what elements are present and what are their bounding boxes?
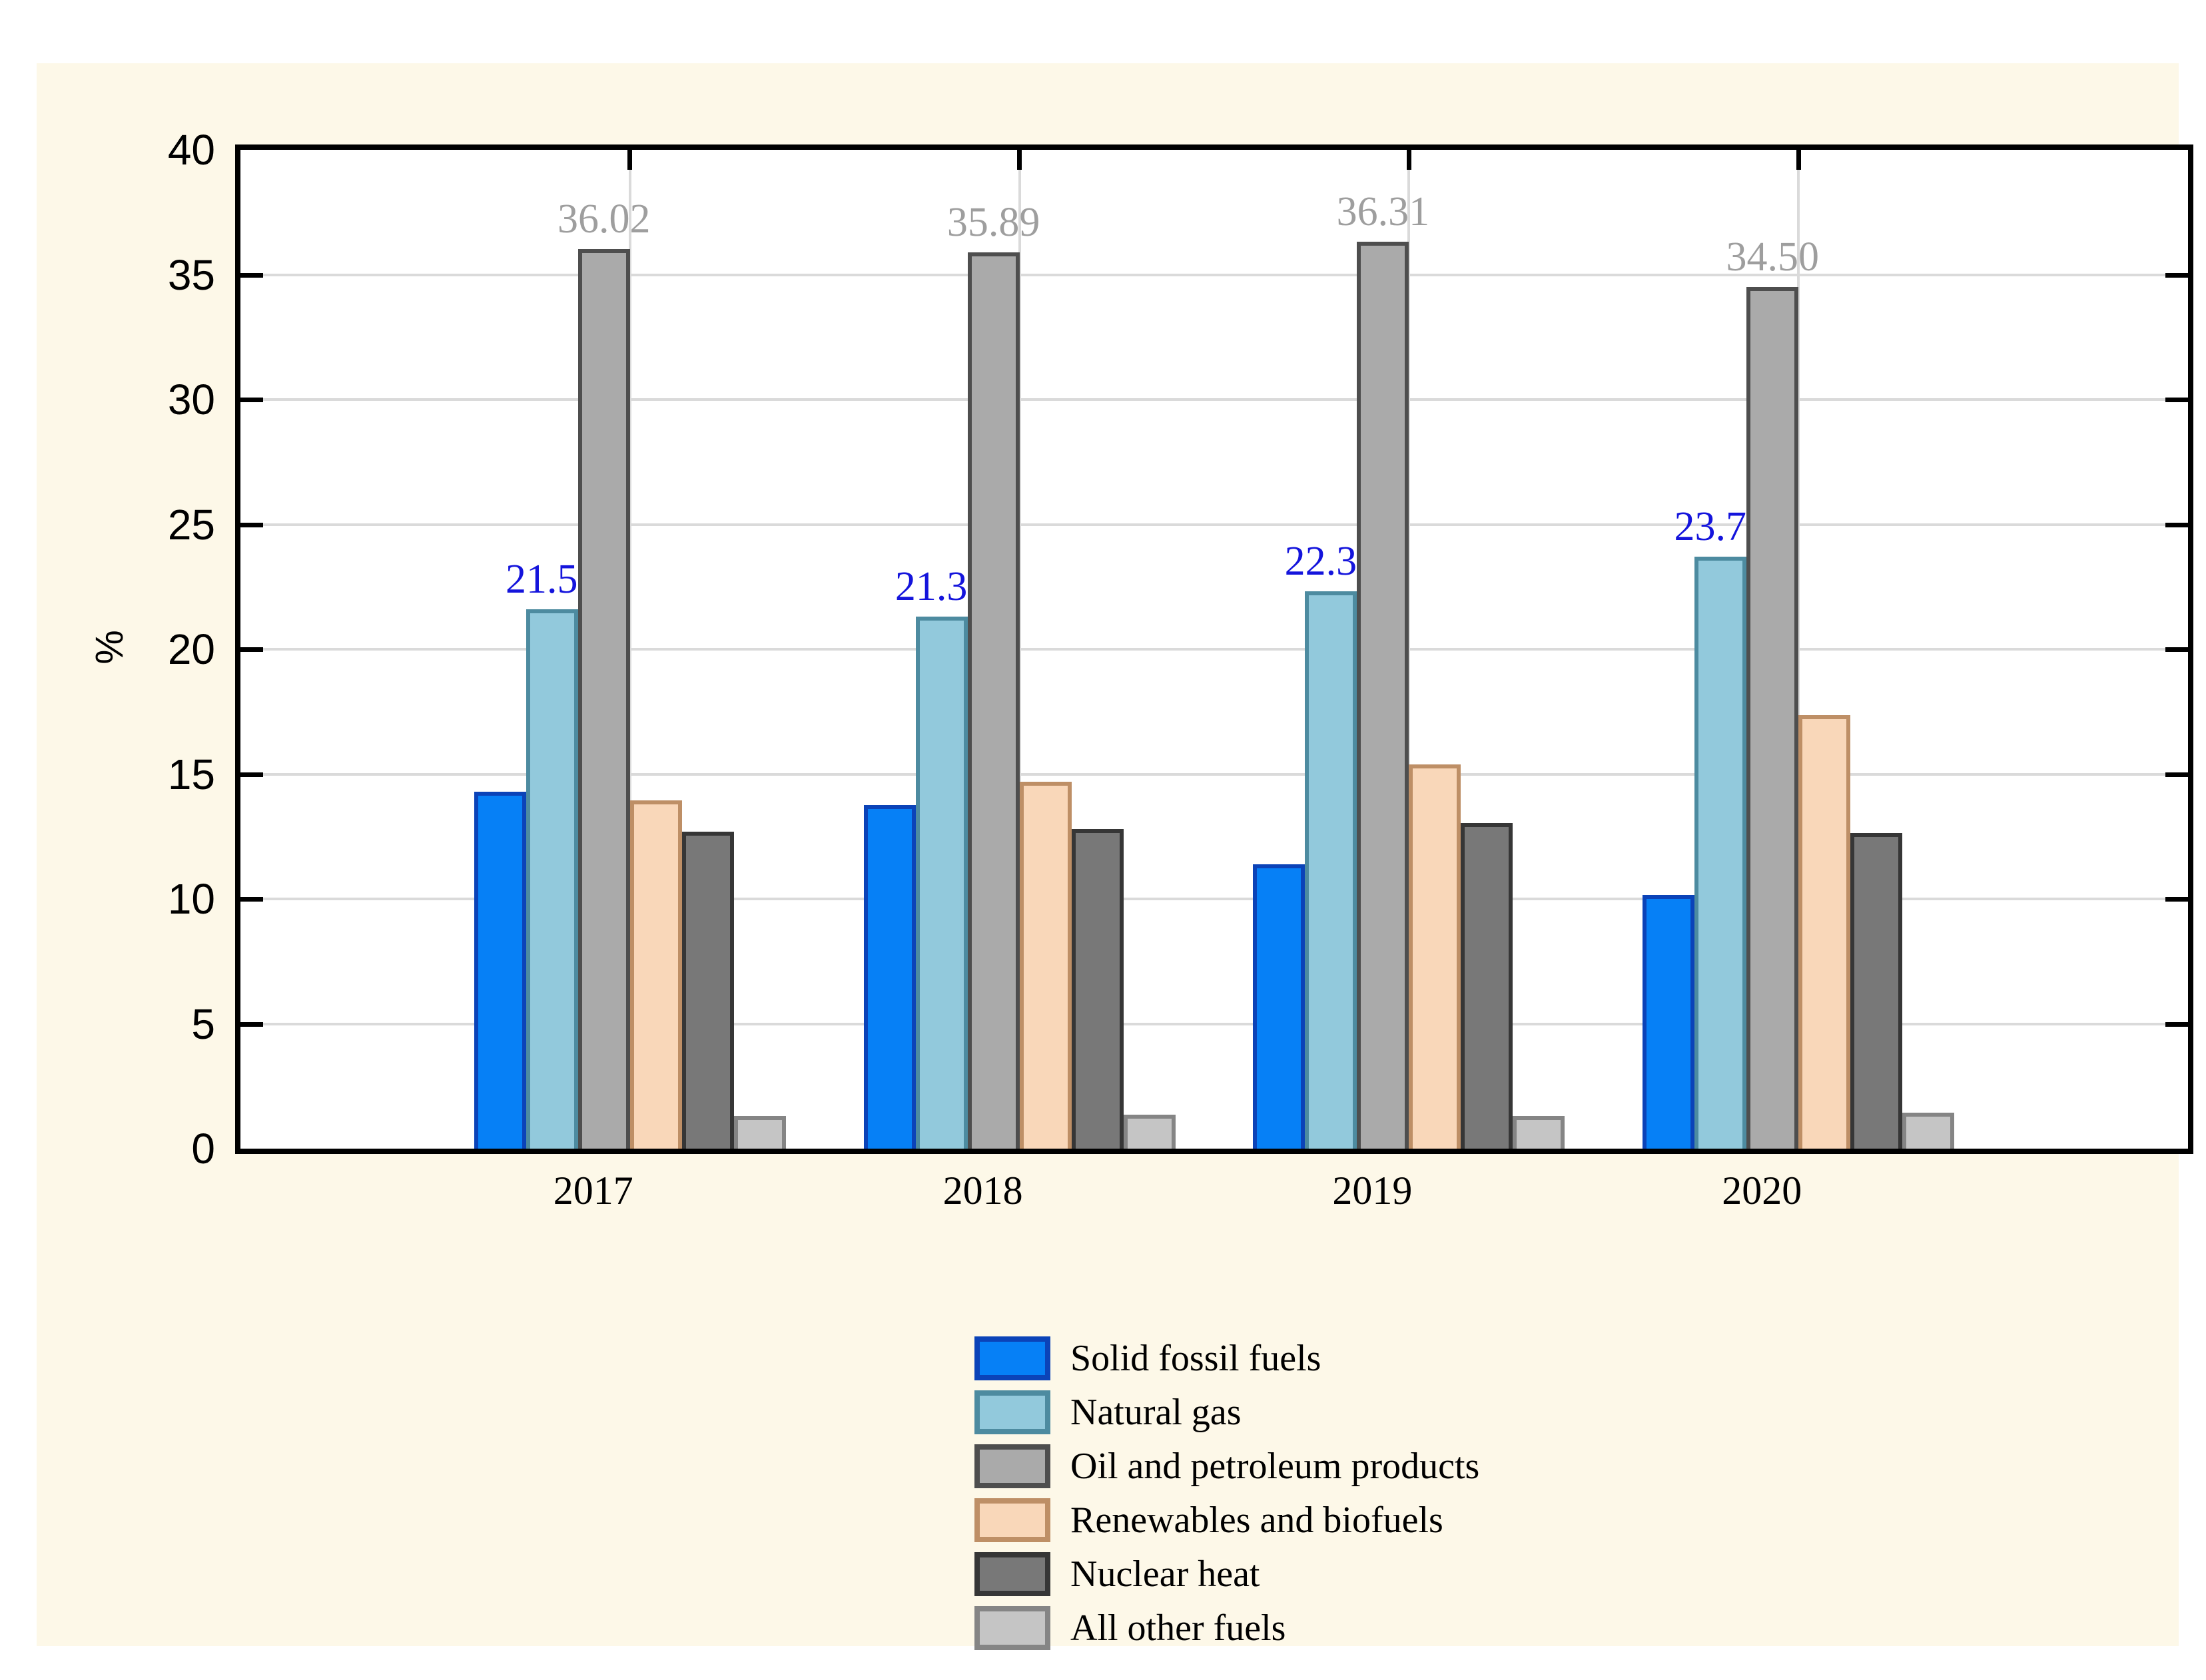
bar-value-label-2018: 35.89	[946, 200, 1040, 246]
y-tick-label-20: 20	[167, 625, 215, 673]
legend-swatch-renewables-and-biofuels	[974, 1498, 1050, 1542]
x-tick-top-2017	[627, 150, 633, 170]
h-gridline-25	[240, 523, 2188, 526]
bar-group-2019: 22.33 36.31	[1253, 150, 1565, 1149]
y-tick-right-10	[2165, 897, 2188, 902]
legend-row-nuclear-heat: Nuclear heat	[974, 1552, 1479, 1596]
x-tick-label-2017: 2017	[553, 1169, 633, 1213]
y-tick-label-30: 30	[167, 376, 215, 423]
v-gridline-2017	[628, 150, 631, 1149]
y-tick-label-40: 40	[167, 126, 215, 174]
bar-all-other-fuels-2020	[1902, 1112, 1955, 1149]
bar-solid-fossil-fuels-2018	[863, 805, 916, 1149]
h-gridline-10	[240, 898, 2188, 900]
v-gridline-2020	[1797, 150, 1800, 1149]
y-tick-right-15	[2165, 772, 2188, 777]
y-tick-left-35	[240, 272, 263, 278]
bar-natural-gas-2017	[526, 609, 578, 1149]
bar-value-label-2020: 34.50	[1726, 234, 1819, 280]
h-gridline-20	[240, 648, 2188, 651]
h-gridline-15	[240, 772, 2188, 776]
x-tick-label-2018: 2018	[942, 1169, 1023, 1213]
h-gridline-30	[240, 398, 2188, 401]
y-tick-right-20	[2165, 647, 2188, 652]
bar-nuclear-heat-2019	[1461, 822, 1513, 1149]
x-tick-top-2019	[1406, 150, 1411, 170]
bar-solid-fossil-fuels-2019	[1253, 864, 1305, 1149]
bar-natural-gas-2018	[915, 616, 968, 1149]
bar-renewables-and-biofuels-2017	[629, 800, 682, 1149]
legend-swatch-all-other-fuels	[974, 1606, 1050, 1650]
y-tick-right-5	[2165, 1021, 2188, 1027]
legend-row-solid-fossil-fuels: Solid fossil fuels	[974, 1336, 1479, 1380]
legend-swatch-natural-gas	[974, 1390, 1050, 1434]
bar-solid-fossil-fuels-2017	[474, 791, 526, 1149]
bar-oil-and-petroleum-products-2017	[577, 249, 630, 1149]
y-tick-right-35	[2165, 272, 2188, 278]
legend-swatch-solid-fossil-fuels	[974, 1336, 1050, 1380]
y-tick-label-25: 25	[167, 500, 215, 549]
bar-natural-gas-2020	[1694, 556, 1747, 1149]
legend: Solid fossil fuels Natural gas Oil and pet…	[974, 1336, 1479, 1660]
y-tick-label-35: 35	[167, 250, 215, 299]
bar-all-other-fuels-2017	[733, 1116, 786, 1149]
y-tick-left-30	[240, 398, 263, 402]
bar-oil-and-petroleum-products-2019	[1357, 242, 1409, 1149]
y-tick-left-5	[240, 1021, 263, 1027]
bar-value-label-2019: 36.31	[1336, 189, 1430, 235]
legend-row-renewables-and-biofuels: Renewables and biofuels	[974, 1498, 1479, 1542]
x-tick-top-2018	[1017, 150, 1022, 170]
v-gridline-2018	[1018, 150, 1021, 1149]
legend-label-oil-and-petroleum-products: Oil and petroleum products	[1070, 1446, 1480, 1487]
legend-label-renewables-and-biofuels: Renewables and biofuels	[1070, 1500, 1443, 1541]
y-tick-right-30	[2165, 398, 2188, 402]
figure-background: 21.59 36.02 21.31 35.89 22.33 36.31 23.72 34.50…	[37, 63, 2193, 1650]
legend-row-all-other-fuels: All other fuels	[974, 1606, 1479, 1650]
y-tick-label-5: 5	[191, 999, 215, 1048]
y-tick-left-25	[240, 522, 263, 527]
legend-swatch-oil-and-petroleum-products	[974, 1444, 1050, 1488]
y-tick-left-10	[240, 897, 263, 902]
v-gridline-2019	[1407, 150, 1411, 1149]
legend-swatch-nuclear-heat	[974, 1552, 1050, 1596]
h-gridline-5	[240, 1022, 2188, 1025]
x-tick-top-2020	[1796, 150, 1801, 170]
y-tick-label-0: 0	[191, 1125, 215, 1173]
bar-renewables-and-biofuels-2020	[1798, 715, 1851, 1149]
legend-label-all-other-fuels: All other fuels	[1070, 1607, 1286, 1649]
bar-oil-and-petroleum-products-2018	[967, 252, 1020, 1149]
y-tick-right-25	[2165, 522, 2188, 527]
bar-group-2020: 23.72 34.50	[1643, 150, 1955, 1149]
bar-group-2018: 21.31 35.89	[863, 150, 1176, 1149]
bar-all-other-fuels-2019	[1513, 1116, 1565, 1149]
legend-label-natural-gas: Natural gas	[1070, 1392, 1242, 1433]
h-gridline-35	[240, 273, 2188, 276]
bar-nuclear-heat-2018	[1071, 829, 1124, 1149]
bar-natural-gas-2019	[1305, 591, 1357, 1149]
legend-row-natural-gas: Natural gas	[974, 1390, 1479, 1434]
legend-label-nuclear-heat: Nuclear heat	[1070, 1553, 1260, 1595]
bar-solid-fossil-fuels-2020	[1643, 895, 1695, 1149]
y-tick-label-10: 10	[167, 875, 215, 923]
plot-area: 21.59 36.02 21.31 35.89 22.33 36.31 23.72 34.50	[235, 144, 2193, 1154]
x-tick-label-2020: 2020	[1722, 1169, 1802, 1213]
y-tick-left-15	[240, 772, 263, 777]
legend-row-oil-and-petroleum-products: Oil and petroleum products	[974, 1444, 1479, 1488]
bar-nuclear-heat-2020	[1850, 832, 1903, 1149]
bar-renewables-and-biofuels-2019	[1409, 764, 1461, 1149]
bar-oil-and-petroleum-products-2020	[1746, 287, 1799, 1149]
x-tick-label-2019: 2019	[1332, 1169, 1413, 1213]
y-tick-left-20	[240, 647, 263, 652]
bar-all-other-fuels-2018	[1123, 1115, 1176, 1149]
y-tick-label-15: 15	[167, 750, 215, 798]
bar-value-label-2017: 36.02	[557, 196, 651, 242]
legend-label-solid-fossil-fuels: Solid fossil fuels	[1070, 1338, 1321, 1379]
bar-renewables-and-biofuels-2018	[1019, 781, 1072, 1149]
bar-nuclear-heat-2017	[681, 831, 734, 1149]
bar-group-2017: 21.59 36.02	[474, 150, 786, 1149]
